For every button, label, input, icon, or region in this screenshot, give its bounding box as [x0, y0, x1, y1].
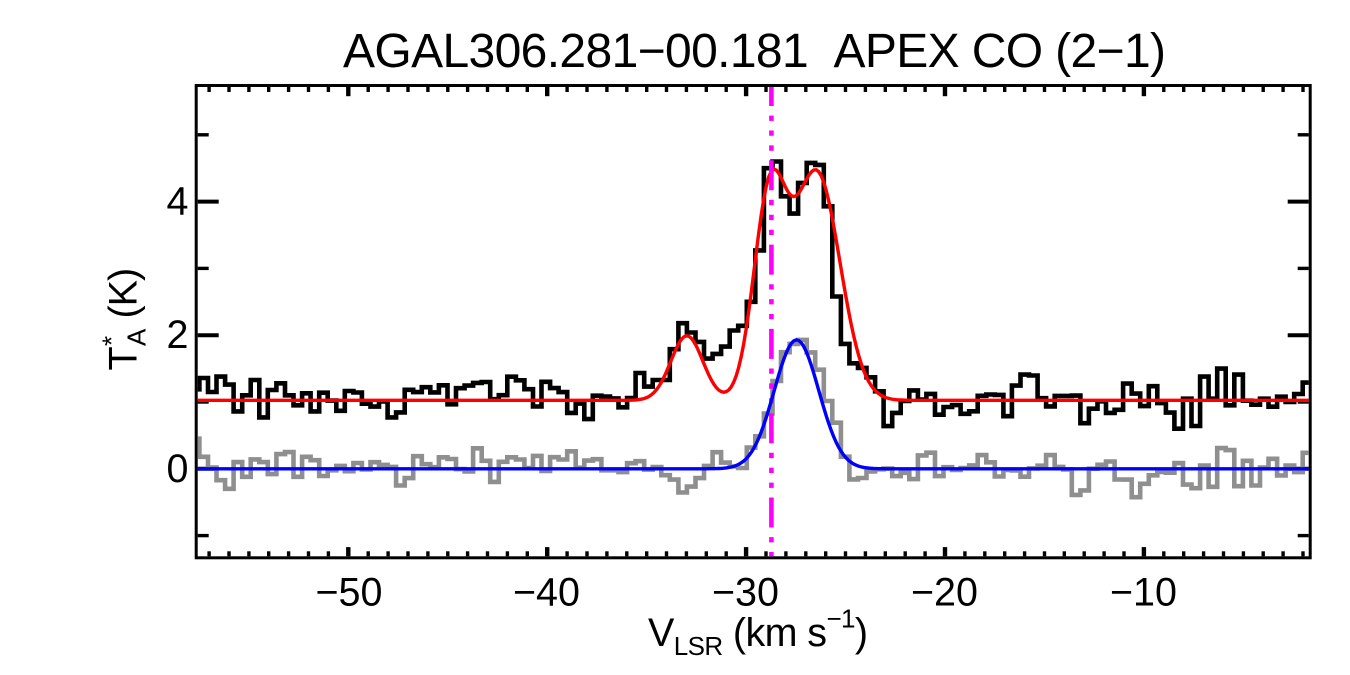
svg-text:A: A	[122, 328, 152, 346]
svg-text:AGAL306.281−00.181 APEX CO (2: AGAL306.281−00.181 APEX CO (2−1)	[343, 25, 1166, 78]
svg-text:0: 0	[167, 447, 189, 491]
svg-text:VLSR (km s−1): VLSR (km s−1)	[648, 604, 867, 662]
svg-text:4: 4	[167, 180, 189, 224]
svg-text:−20: −20	[911, 571, 978, 615]
svg-text:*: *	[97, 336, 127, 346]
svg-text:−50: −50	[315, 571, 382, 615]
svg-text:(K): (K)	[102, 269, 146, 319]
svg-text:2: 2	[167, 313, 189, 357]
svg-text:−40: −40	[513, 571, 580, 615]
svg-text:−30: −30	[712, 571, 779, 615]
svg-text:−10: −10	[1110, 571, 1177, 615]
svg-text:T: T	[102, 346, 146, 370]
